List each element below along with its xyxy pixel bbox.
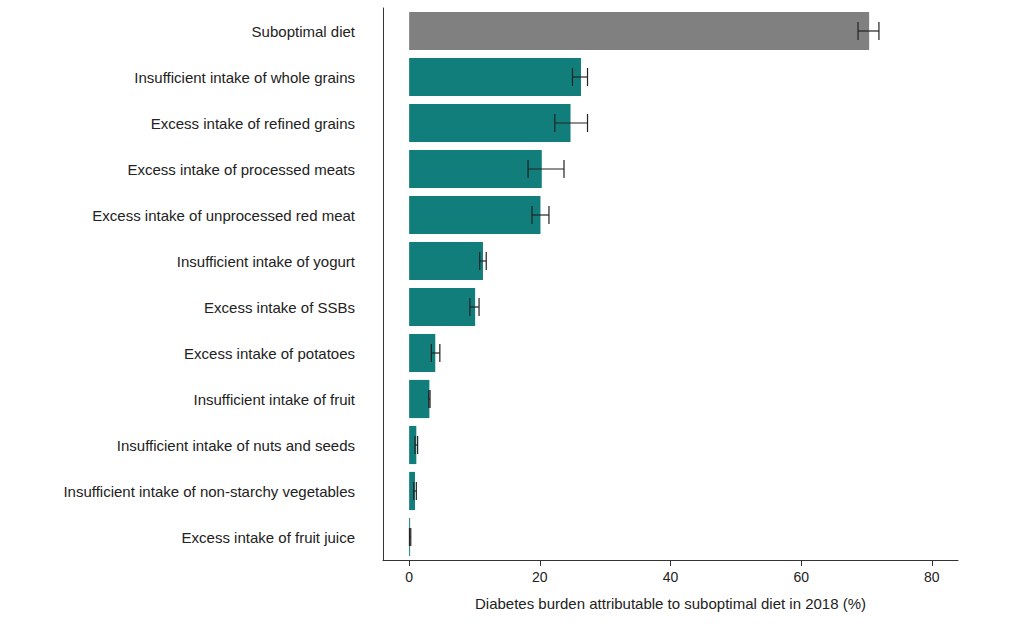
svg-text:Excess intake of unprocessed r: Excess intake of unprocessed red meat bbox=[92, 207, 355, 224]
svg-text:Excess intake of fruit juice: Excess intake of fruit juice bbox=[182, 529, 355, 546]
svg-text:Excess intake of refined grain: Excess intake of refined grains bbox=[151, 115, 355, 132]
svg-text:Insufficient intake of whole g: Insufficient intake of whole grains bbox=[134, 69, 355, 86]
svg-text:Insufficient intake of yogurt: Insufficient intake of yogurt bbox=[177, 253, 356, 270]
svg-text:80: 80 bbox=[924, 569, 940, 585]
svg-text:Insufficient intake of fruit: Insufficient intake of fruit bbox=[194, 391, 356, 408]
svg-text:Excess intake of potatoes: Excess intake of potatoes bbox=[184, 345, 355, 362]
svg-text:0: 0 bbox=[405, 569, 413, 585]
svg-text:20: 20 bbox=[532, 569, 548, 585]
svg-text:Insufficient intake of non-sta: Insufficient intake of non-starchy veget… bbox=[63, 483, 355, 500]
svg-text:60: 60 bbox=[793, 569, 809, 585]
svg-text:40: 40 bbox=[663, 569, 679, 585]
svg-text:Suboptimal diet: Suboptimal diet bbox=[252, 23, 356, 40]
svg-text:Diabetes burden attributable t: Diabetes burden attributable to suboptim… bbox=[475, 595, 866, 612]
svg-text:Insufficient intake of nuts an: Insufficient intake of nuts and seeds bbox=[117, 437, 355, 454]
svg-text:Excess intake of processed mea: Excess intake of processed meats bbox=[127, 161, 355, 178]
svg-text:Excess intake of SSBs: Excess intake of SSBs bbox=[204, 299, 355, 316]
